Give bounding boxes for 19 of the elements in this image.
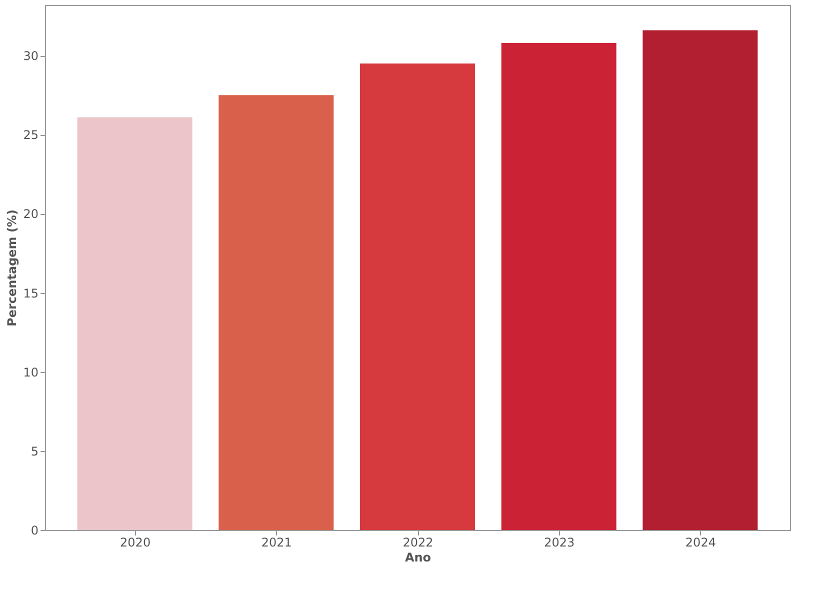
- y-tick-label: 0: [30, 524, 38, 538]
- y-tick-label: 5: [30, 444, 38, 458]
- bar: [360, 64, 475, 530]
- y-tick-label: 10: [23, 365, 38, 380]
- x-tick-label: 2024: [685, 536, 716, 550]
- x-tick-label: 2022: [402, 536, 434, 550]
- y-tick-label: 15: [23, 286, 38, 300]
- bar: [501, 42, 616, 530]
- bar: [218, 95, 334, 530]
- x-tick-label: 2020: [120, 536, 151, 550]
- bar: [77, 117, 192, 530]
- y-tick-label: 25: [23, 128, 38, 142]
- x-tick-label: 2023: [544, 536, 575, 550]
- x-tick-label: 2021: [261, 536, 292, 550]
- y-tick-label: 30: [23, 49, 38, 64]
- y-axis-title: Percentagem (%): [5, 210, 20, 326]
- x-axis-title: Ano: [404, 550, 432, 564]
- y-tick-label: 20: [23, 207, 38, 222]
- bar: [642, 30, 758, 530]
